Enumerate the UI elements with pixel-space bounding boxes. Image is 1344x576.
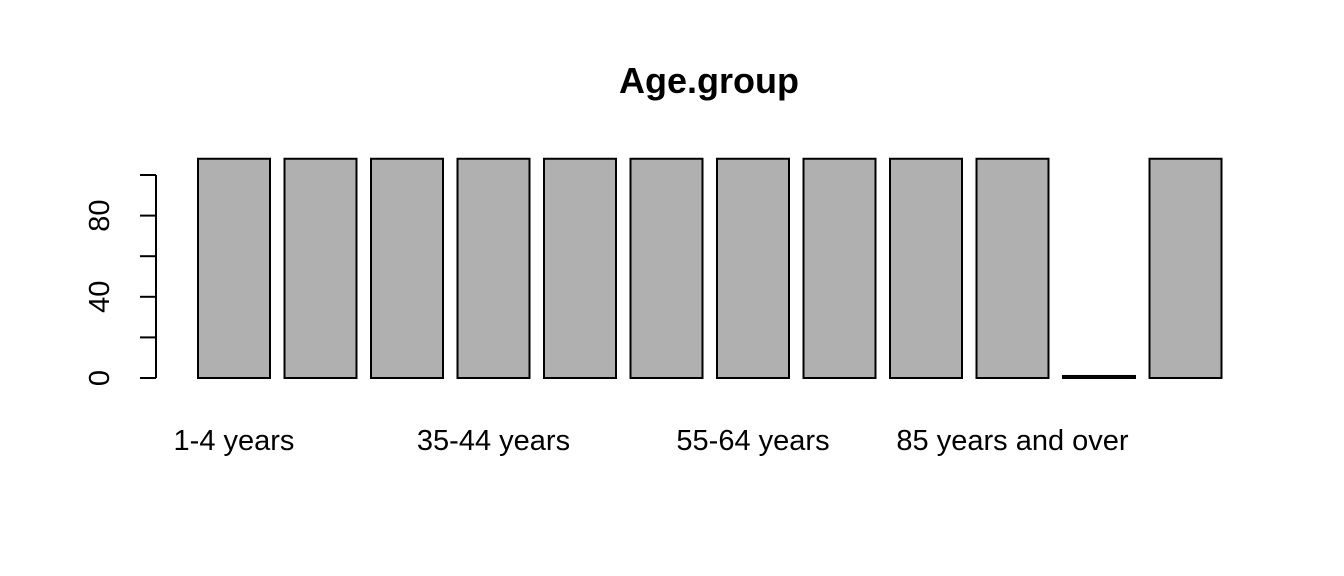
bar (370, 157, 444, 379)
bar (889, 157, 963, 379)
bar (543, 157, 617, 379)
x-tick-label: 55-64 years (676, 425, 829, 457)
bar (629, 157, 704, 379)
x-tick-label: 35-44 years (417, 425, 570, 457)
y-axis: 0 40 80 (84, 174, 157, 386)
y-tick-label: 0 (84, 370, 116, 386)
bar (802, 157, 877, 379)
x-tick-labels: 1-4 years 35-44 years 55-64 years 85 years … (174, 425, 1129, 457)
y-tick-label: 40 (84, 281, 116, 313)
bars (197, 157, 1223, 380)
bar (1062, 374, 1136, 380)
bar (197, 157, 271, 379)
chart-title: Age.group (619, 60, 799, 101)
y-tick-label: 80 (84, 199, 116, 231)
bar (975, 157, 1050, 379)
bar (456, 157, 531, 379)
x-tick-label: 85 years and over (896, 425, 1128, 457)
bar (283, 157, 358, 379)
bar (1148, 157, 1223, 379)
x-tick-label: 1-4 years (174, 425, 295, 457)
bar (716, 157, 790, 379)
